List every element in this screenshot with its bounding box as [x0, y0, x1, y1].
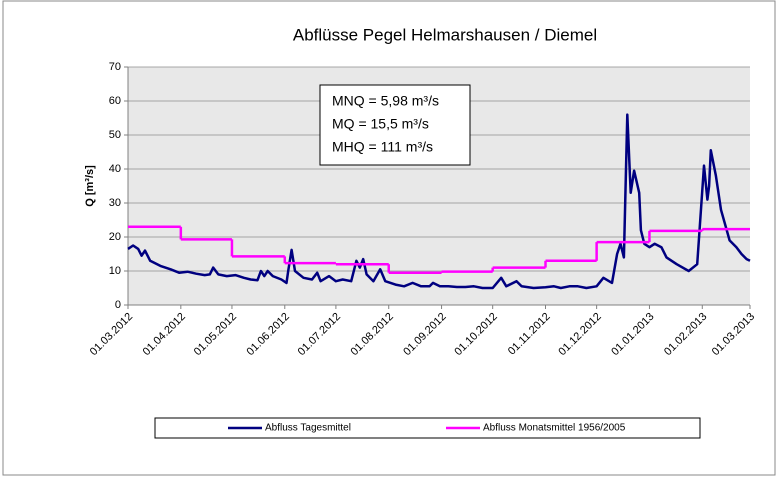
- legend-label: Abfluss Monatsmittel 1956/2005: [483, 423, 626, 434]
- legend-label: Abfluss Tagesmittel: [265, 423, 351, 434]
- y-tick-label: 50: [109, 129, 121, 141]
- y-tick-label: 70: [109, 61, 121, 73]
- annotation: MNQ = 5,98 m³/s: [332, 93, 439, 109]
- data-line: [127, 113, 751, 290]
- y-tick-label: 10: [109, 265, 121, 277]
- chart-title: Abflüsse Pegel Helmarshausen / Diemel: [293, 25, 597, 44]
- y-axis-label: Q [m³/s]: [84, 165, 96, 207]
- annotation: MQ = 15,5 m³/s: [332, 116, 429, 132]
- annotation: MHQ = 111 m³/s: [332, 139, 433, 155]
- y-tick-label: 40: [109, 163, 121, 175]
- y-tick-label: 0: [115, 299, 121, 311]
- y-tick-label: 30: [109, 197, 121, 209]
- y-tick-label: 20: [109, 231, 121, 243]
- y-tick-label: 60: [109, 95, 121, 107]
- legend-box: [154, 417, 701, 439]
- annotation-box: [319, 84, 471, 166]
